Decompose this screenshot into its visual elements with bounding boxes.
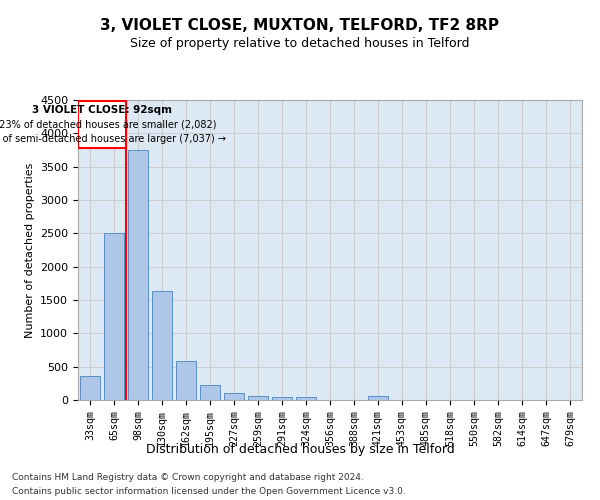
Bar [224, 392, 244, 400]
Text: 76% of semi-detached houses are larger (7,037) →: 76% of semi-detached houses are larger (… [0, 134, 226, 143]
Bar [272, 396, 292, 400]
Text: 3, VIOLET CLOSE, MUXTON, TELFORD, TF2 8RP: 3, VIOLET CLOSE, MUXTON, TELFORD, TF2 8R… [101, 18, 499, 32]
Text: Size of property relative to detached houses in Telford: Size of property relative to detached ho… [130, 38, 470, 51]
Bar [80, 376, 100, 400]
Bar [248, 396, 268, 400]
Bar [368, 396, 388, 400]
Text: Contains public sector information licensed under the Open Government Licence v3: Contains public sector information licen… [12, 488, 406, 496]
Y-axis label: Number of detached properties: Number of detached properties [25, 162, 35, 338]
Bar [104, 234, 124, 400]
Bar [296, 397, 316, 400]
Bar [128, 150, 148, 400]
Text: Distribution of detached houses by size in Telford: Distribution of detached houses by size … [146, 442, 454, 456]
Bar [78, 102, 126, 148]
Bar [152, 290, 172, 400]
Text: Contains HM Land Registry data © Crown copyright and database right 2024.: Contains HM Land Registry data © Crown c… [12, 472, 364, 482]
Text: 3 VIOLET CLOSE: 92sqm: 3 VIOLET CLOSE: 92sqm [32, 104, 172, 115]
Text: ← 23% of detached houses are smaller (2,082): ← 23% of detached houses are smaller (2,… [0, 120, 216, 130]
Bar [176, 360, 196, 400]
Bar [200, 386, 220, 400]
